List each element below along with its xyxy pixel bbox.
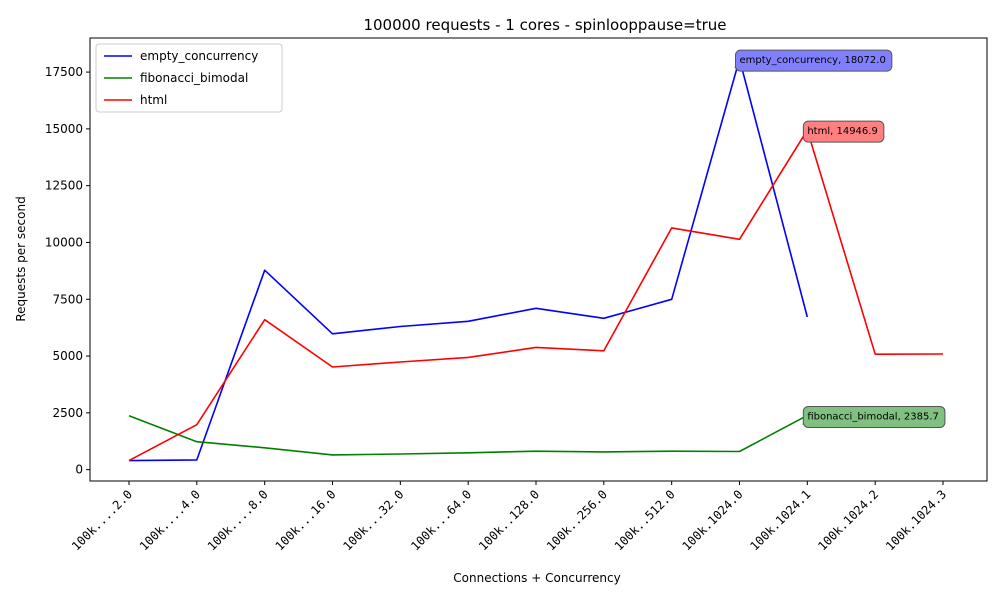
legend-box — [95, 43, 283, 113]
x-tick-label: 100k...64.0 — [408, 487, 474, 553]
legend-entry: fibonacci_bimodal — [140, 71, 248, 85]
axes-layer: 0 2500 5000 7500 10000 12500 15000 17500 100k...… — [45, 37, 988, 553]
y-tick-label: 0 — [75, 463, 83, 477]
y-tick-label: 2500 — [52, 406, 83, 420]
annotation-html: html, 14946.9 — [802, 120, 885, 143]
x-tick-label: 100k.1024.1 — [747, 487, 813, 553]
y-tick-label: 7500 — [52, 292, 83, 306]
x-tick-label: 100k...32.0 — [340, 487, 406, 553]
chart-title: 100000 requests - 1 cores - spinlooppaus… — [363, 16, 726, 34]
x-tick-label: 100k.1024.2 — [815, 487, 881, 553]
y-tick-label: 5000 — [52, 349, 83, 363]
series-layer — [128, 58, 944, 462]
y-axis-label: Requests per second — [14, 196, 28, 321]
annotation-label: empty_concurrency, 18072.0 — [740, 55, 886, 66]
plot-frame — [89, 37, 988, 482]
annotation-box — [802, 120, 885, 143]
y-tick-label: 12500 — [45, 179, 83, 193]
annotation-label: fibonacci_bimodal, 2385.7 — [807, 411, 939, 422]
x-tick-label: 100k.1024.0 — [680, 487, 746, 553]
x-axis-label: Connections + Concurrency — [453, 571, 620, 585]
legend-entry: html — [140, 93, 167, 107]
x-tick-label: 100k....4.0 — [137, 487, 203, 553]
annotation-box — [735, 49, 893, 72]
x-tick-label: 100k..256.0 — [544, 487, 610, 553]
x-tick-label: 100k....2.0 — [69, 487, 135, 553]
series-line-fibonacci_bimodal — [128, 414, 808, 456]
annotation-empty_concurrency: empty_concurrency, 18072.0 — [735, 49, 893, 72]
x-tick-label: 100k..512.0 — [612, 487, 678, 553]
annotation-layer: empty_concurrency, 18072.0 fibonacci_bimo… — [734, 49, 946, 428]
annotation-fibonacci_bimodal: fibonacci_bimodal, 2385.7 — [802, 405, 946, 428]
x-tick-label: 100k...16.0 — [273, 487, 339, 553]
series-line-empty_concurrency — [128, 58, 809, 462]
annotation-box — [802, 405, 946, 428]
y-tick-label: 15000 — [45, 122, 83, 136]
annotation-label: html, 14946.9 — [807, 126, 878, 137]
y-tick-label: 17500 — [45, 65, 83, 79]
x-tick-label: 100k.1024.3 — [883, 487, 949, 553]
y-tick-label: 10000 — [45, 235, 83, 249]
x-tick-label: 100k....8.0 — [205, 487, 271, 553]
legend-entry: empty_concurrency — [140, 49, 258, 63]
x-tick-label: 100k..128.0 — [476, 487, 542, 553]
